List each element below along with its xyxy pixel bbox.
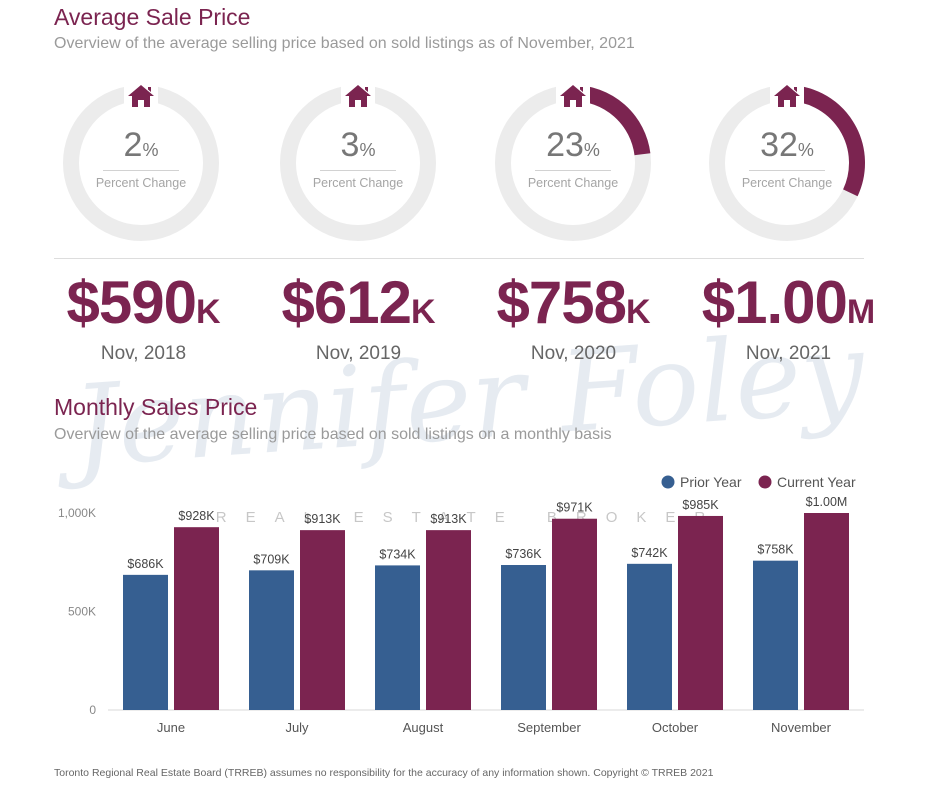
y-tick-label: 0 <box>89 703 96 717</box>
bar-prior-year <box>249 570 294 710</box>
price-date: Nov, 2018 <box>100 343 187 364</box>
bar-data-label: $742K <box>631 546 668 560</box>
bar-data-label: $736K <box>505 547 542 561</box>
percent-ring: 23% Percent Change <box>488 78 658 248</box>
legend-marker <box>661 475 675 489</box>
bar-current-year <box>678 515 723 710</box>
price-date: Nov, 2021 <box>745 343 832 364</box>
x-tick-label: September <box>517 720 581 735</box>
percent-label: Percent Change <box>527 176 619 190</box>
section-title: Monthly Sales Price <box>54 394 258 420</box>
bar-current-year <box>552 518 597 710</box>
percent-label: Percent Change <box>741 176 833 190</box>
legend-marker <box>758 475 772 489</box>
bar-data-label: $686K <box>127 557 164 571</box>
percent-value: 32% <box>760 126 814 164</box>
price-date: Nov, 2019 <box>315 343 402 364</box>
x-tick-label: October <box>652 720 699 735</box>
house-icon <box>341 82 375 110</box>
footer-disclaimer: Toronto Regional Real Estate Board (TRRE… <box>54 767 714 779</box>
house-icon <box>556 82 590 110</box>
bar-prior-year <box>123 574 168 710</box>
house-icon <box>770 82 804 110</box>
legend-label: Current Year <box>777 474 856 490</box>
percent-label: Percent Change <box>312 176 404 190</box>
percent-ring: 2% Percent Change <box>56 78 226 248</box>
ring-divider <box>535 170 611 171</box>
x-tick-label: July <box>285 720 309 735</box>
x-tick-label: June <box>157 720 185 735</box>
bar-prior-year <box>627 563 672 710</box>
page-subtitle: Overview of the average selling price ba… <box>54 35 635 52</box>
price-stat: $758K Nov, 2020 <box>466 268 681 365</box>
bar-data-label: $1.00M <box>806 495 848 509</box>
bar-data-label: $971K <box>556 501 593 515</box>
bar-data-label: $928K <box>178 509 215 523</box>
price-stat: $590K Nov, 2018 <box>36 268 251 365</box>
bar-data-label: $985K <box>682 498 719 512</box>
price-amount: $1.00M <box>701 269 876 336</box>
price-date: Nov, 2020 <box>530 343 617 364</box>
legend-label: Prior Year <box>680 474 742 490</box>
bar-current-year <box>300 530 345 710</box>
percent-ring: 32% Percent Change <box>702 78 872 248</box>
price-stat: $612K Nov, 2019 <box>251 268 466 365</box>
percent-label: Percent Change <box>95 176 187 190</box>
bar-prior-year <box>753 560 798 710</box>
price-amount: $758K <box>496 269 651 336</box>
bar-data-label: $913K <box>430 512 467 526</box>
bar-prior-year <box>375 565 420 710</box>
price-stat: $1.00M Nov, 2021 <box>681 268 896 365</box>
percent-value: 23% <box>546 126 600 164</box>
y-tick-label: 1,000K <box>58 506 96 520</box>
y-tick-label: 500K <box>68 605 96 619</box>
bar-prior-year <box>501 565 546 710</box>
bar-current-year <box>174 527 219 710</box>
section-divider <box>54 258 864 259</box>
bar-data-label: $913K <box>304 512 341 526</box>
percent-ring: 3% Percent Change <box>273 78 443 248</box>
bar-current-year <box>426 530 471 710</box>
ring-divider <box>103 170 179 171</box>
bar-current-year <box>804 513 849 710</box>
ring-divider <box>320 170 396 171</box>
bar-data-label: $734K <box>379 547 416 561</box>
price-amount: $612K <box>281 269 436 336</box>
section-subtitle: Overview of the average selling price ba… <box>54 426 612 443</box>
bar-data-label: $709K <box>253 552 290 566</box>
house-icon <box>124 82 158 110</box>
percent-value: 2% <box>123 126 159 164</box>
page-title: Average Sale Price <box>54 4 251 30</box>
x-tick-label: November <box>771 720 832 735</box>
bar-data-label: $758K <box>757 543 794 557</box>
price-amount: $590K <box>66 269 221 336</box>
ring-divider <box>749 170 825 171</box>
x-tick-label: August <box>403 720 444 735</box>
monthly-bar-chart: 0 500K 1,000K $686K $928K June $709K $913K July $… <box>58 474 864 735</box>
percent-value: 3% <box>340 126 376 164</box>
ring-arc <box>786 85 865 197</box>
